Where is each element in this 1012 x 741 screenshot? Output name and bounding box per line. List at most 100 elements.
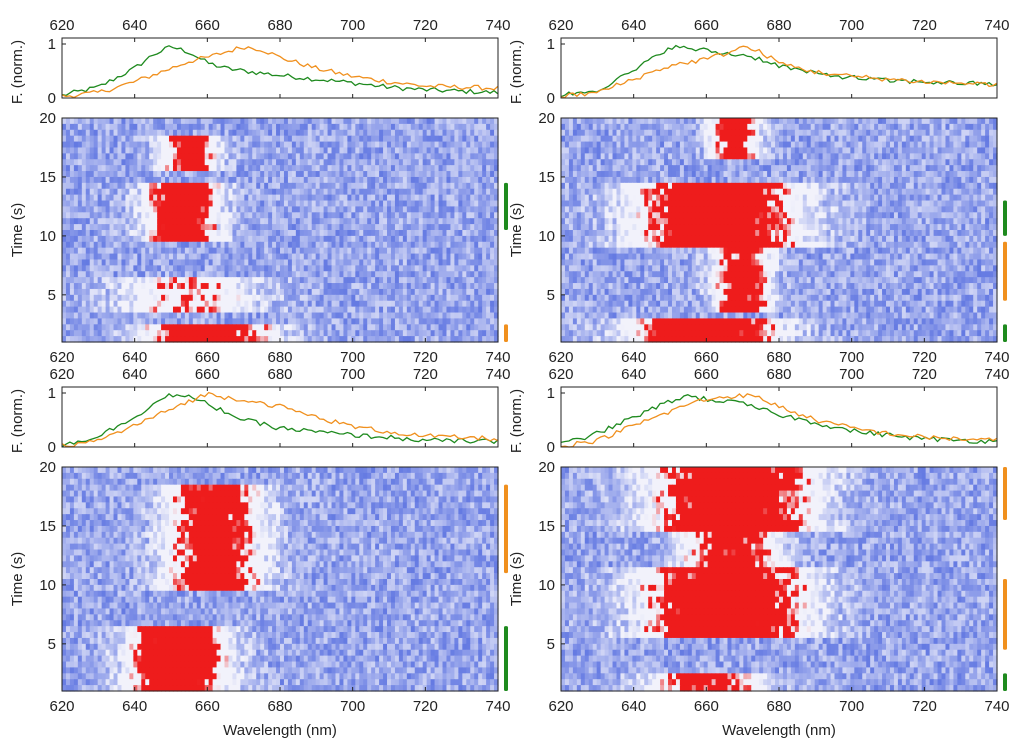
heatmap-cell [208,277,214,284]
heatmap-cell [478,277,483,284]
heatmap-cell [244,206,249,213]
heatmap-cell [280,235,285,243]
heatmap-cell [371,241,376,249]
heatmap-cell [125,330,130,337]
heatmap-cell [434,123,440,131]
heatmap-cell [153,265,158,272]
heatmap-cell [379,330,384,337]
heatmap-cell [608,141,614,149]
heatmap-cell [564,129,570,137]
heatmap-cell [97,206,103,213]
heatmap-cell [101,300,107,308]
heatmap-cell [105,288,111,296]
heatmap-cell [319,294,325,302]
heatmap-cell [379,118,384,125]
heatmap-cell [295,294,301,302]
heatmap-cell [398,247,404,255]
heatmap-cell [371,277,376,284]
heatmap-cell [363,235,368,243]
heatmap-cell [236,247,241,255]
heatmap-cell [414,336,420,343]
heatmap-cell [438,336,444,343]
heatmap-cell [486,259,491,266]
heatmap-cell [398,118,404,125]
heatmap-cell [121,123,127,131]
heatmap-cell [478,200,483,208]
heatmap-cell [406,235,412,243]
heatmap-cell [291,259,297,266]
heatmap-cell [204,218,210,225]
heatmap-cell [430,288,436,296]
heatmap-cell [470,330,475,337]
heatmap-cell [806,135,812,143]
heatmap-cell [422,283,428,290]
heatmap-cell [240,141,245,149]
heatmap-cell [818,118,824,125]
heatmap-cell [363,129,368,137]
heatmap-cell [494,283,499,290]
heatmap-cell [212,176,218,184]
heatmap-cell [810,153,816,160]
heatmap-cell [454,330,459,337]
heatmap-cell [192,147,198,154]
heatmap-cell [628,118,633,125]
heatmap-cell [478,271,483,278]
heatmap-cell [65,300,71,308]
heatmap-cell [834,135,840,143]
heatmap-cell [93,171,99,178]
heatmap-cell [323,135,329,143]
heatmap-cell [383,288,388,296]
heatmap-cell [287,247,293,255]
heatmap-cell [367,147,372,154]
heatmap-cell [790,129,796,137]
heatmap-cell [406,212,412,219]
heatmap-cell [161,159,166,166]
heatmap-cell [339,230,345,237]
heatmap-cell [169,153,174,160]
heatmap-cell [850,123,855,131]
heatmap-cell [660,118,665,125]
heatmap-cell [180,182,186,190]
heatmap-cell [398,194,404,202]
heatmap-cell [236,176,241,184]
heatmap-cell [169,206,174,213]
heatmap-cell [414,176,420,184]
heatmap-cell [442,188,448,196]
heatmap-cell [442,171,448,178]
heatmap-cell [283,324,289,331]
heatmap-cell [656,118,661,125]
heatmap-cell [248,283,253,290]
heatmap-cell [228,259,234,266]
heatmap-cell [303,235,309,243]
heatmap-cell [826,141,832,149]
heatmap-cell [367,271,372,278]
heatmap-cell [153,159,158,166]
heatmap-cell [351,206,356,213]
heatmap-cell [406,176,412,184]
heatmap-cell [220,253,226,261]
heatmap-cell [208,306,214,314]
heatmap-cell [494,312,499,320]
heatmap-cell [169,265,174,272]
heatmap-cell [355,212,360,219]
heatmap-cell [196,324,202,331]
heatmap-cell [220,165,226,172]
heatmap-cell [458,212,463,219]
heatmap-cell [62,312,67,320]
heatmap-cell [379,123,384,131]
heatmap-cell [256,253,261,261]
heatmap-cell [331,294,337,302]
heatmap-cell [149,147,154,154]
heatmap-cell [208,230,214,237]
heatmap-cell [93,212,99,219]
heatmap-cell [969,141,974,149]
heatmap-cell [588,141,594,149]
heatmap-cell [252,135,257,143]
heatmap-cell [272,312,277,320]
heatmap-cell [299,141,305,149]
heatmap-cell [184,165,190,172]
heatmap-cell [307,200,313,208]
heatmap-cell [184,118,190,125]
heatmap-cell [117,271,123,278]
heatmap-cell [398,129,404,137]
